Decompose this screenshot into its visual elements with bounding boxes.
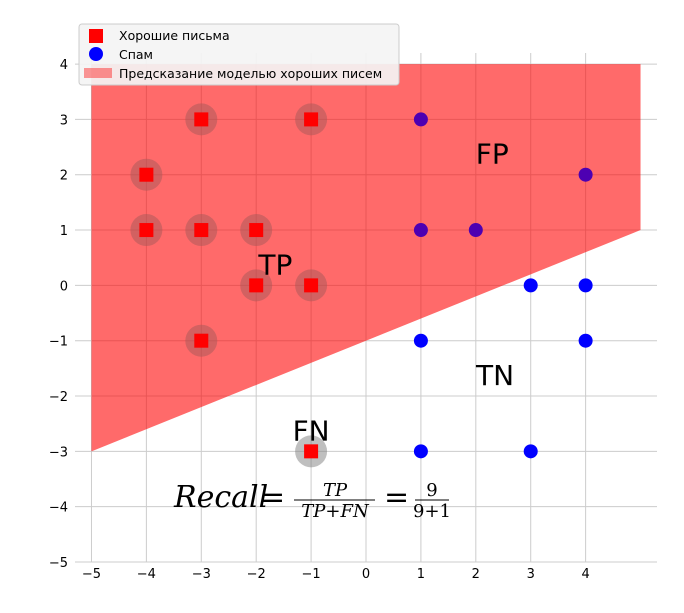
formula-numerator-1: TP	[323, 480, 348, 501]
formula-denominator-1: TP+FN	[301, 501, 370, 522]
formula-numerator-2: 9	[426, 480, 437, 501]
data-points	[91, 64, 641, 459]
spam-point	[578, 278, 593, 293]
prediction-overlay	[91, 64, 641, 452]
spam-point	[578, 333, 593, 348]
x-tick-label: 4	[581, 567, 589, 582]
good-email-point	[304, 112, 319, 127]
y-tick-label: 1	[60, 224, 68, 239]
legend-region-label: Предсказание моделью хороших писем	[119, 66, 382, 81]
good-email-point	[249, 278, 264, 293]
formula-denominator-2: 9+1	[413, 501, 451, 522]
prediction-region	[91, 64, 641, 452]
good-email-point	[139, 167, 154, 182]
x-tick-label: −4	[137, 567, 156, 582]
legend: Хорошие письма Спам Предсказание моделью…	[78, 23, 400, 86]
spam-point	[523, 278, 538, 293]
annotation-tn: TN	[475, 359, 514, 392]
annotation-fn: FN	[293, 414, 330, 447]
spam-point	[413, 444, 428, 459]
x-tick-label: −2	[247, 567, 266, 582]
y-tick-label: −3	[49, 445, 68, 460]
x-tick-label: 0	[362, 567, 370, 582]
x-tick-label: 3	[527, 567, 535, 582]
y-tick-label: 2	[60, 169, 68, 184]
good-email-point	[194, 112, 209, 127]
good-email-point	[194, 333, 209, 348]
spam-point	[578, 167, 593, 182]
spam-point	[413, 223, 428, 238]
x-tick-label: −5	[82, 567, 101, 582]
spam-point	[523, 444, 538, 459]
formula-equals-2: =	[384, 480, 409, 515]
good-email-point	[194, 223, 209, 238]
x-tick-label: −1	[302, 567, 321, 582]
annotation-fp: FP	[476, 138, 509, 171]
y-tick-label: −4	[49, 501, 68, 516]
annotation-tp: TP	[257, 248, 292, 281]
tick-labels: −5 −4 −3 −2 −1 0 1 2 3 4 −5 −4 −3 −2 −1 0 1 2 3 4	[49, 58, 590, 582]
y-tick-label: 4	[60, 58, 68, 73]
formula-equals-1: =	[260, 480, 285, 515]
good-email-point	[139, 223, 154, 238]
legend-good-label: Хорошие письма	[119, 28, 230, 43]
legend-spam-label: Спам	[119, 47, 153, 62]
y-tick-label: −2	[49, 390, 68, 405]
annotations: FP TP TN FN	[257, 138, 514, 448]
recall-formula: Recall = TP TP+FN = 9 9+1	[173, 480, 451, 522]
y-tick-label: 0	[60, 279, 68, 294]
y-tick-label: −1	[49, 335, 68, 350]
legend-box	[78, 23, 400, 86]
good-email-point	[304, 444, 319, 459]
highlight-halos	[130, 103, 328, 468]
good-email-point	[304, 278, 319, 293]
spam-point	[413, 112, 428, 127]
good-email-point	[249, 223, 264, 238]
x-tick-label: 2	[472, 567, 480, 582]
formula-lhs: Recall	[173, 480, 268, 515]
grid	[75, 53, 657, 563]
spam-point	[468, 223, 483, 238]
legend-spam-marker	[89, 47, 103, 61]
y-tick-label: 3	[60, 113, 68, 128]
legend-good-marker	[89, 29, 103, 43]
x-tick-label: 1	[417, 567, 425, 582]
spam-point	[413, 333, 428, 348]
y-tick-label: −5	[49, 556, 68, 571]
x-tick-label: −3	[192, 567, 211, 582]
legend-region-marker	[84, 68, 112, 78]
prediction-polygon	[91, 64, 641, 452]
